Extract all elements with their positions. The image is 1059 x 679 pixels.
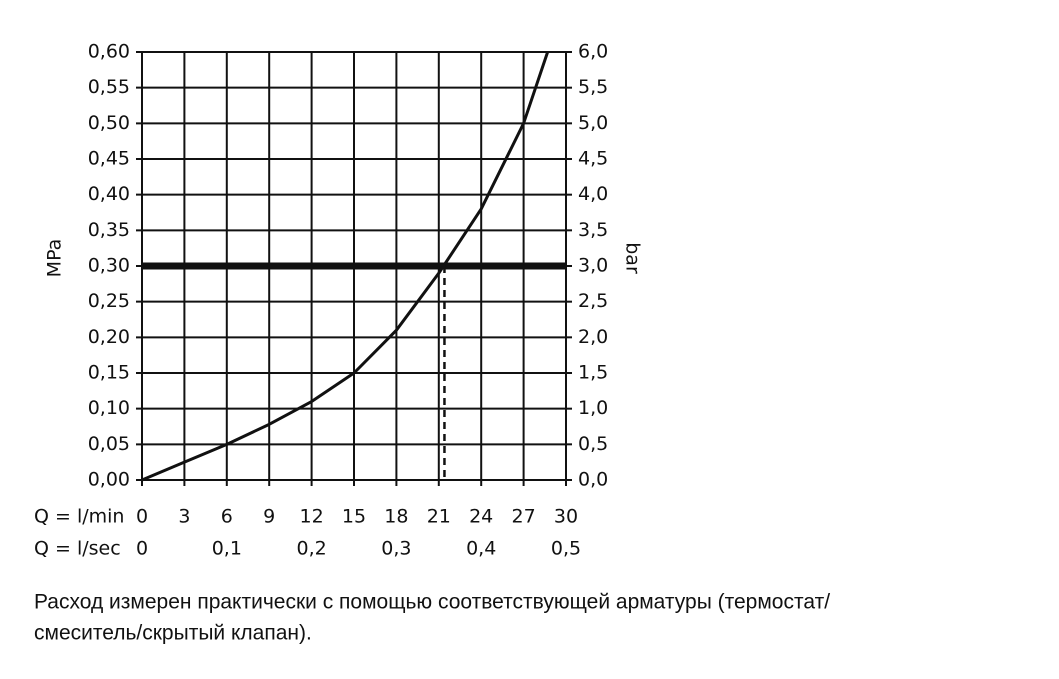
x2-tick-label: 0,1 bbox=[212, 538, 242, 560]
note-line: смеситель/скрытый клапан). bbox=[34, 622, 312, 645]
x-tick-label: 27 bbox=[512, 506, 536, 528]
x-tick-label: 18 bbox=[384, 506, 408, 528]
x2-tick-label: 0,2 bbox=[296, 538, 326, 560]
x-tick-label: 6 bbox=[221, 506, 233, 528]
y2-tick-label: 4,0 bbox=[578, 183, 608, 205]
x-axis-label: Q = l/min bbox=[34, 506, 124, 528]
y-tick-label: 0,55 bbox=[88, 76, 130, 98]
y2-tick-label: 2,5 bbox=[578, 290, 608, 312]
x-tick-label: 12 bbox=[300, 506, 324, 528]
y2-tick-label: 0,5 bbox=[578, 433, 608, 455]
y-tick-label: 0,25 bbox=[88, 290, 130, 312]
x-tick-label: 30 bbox=[554, 506, 578, 528]
y-tick-label: 0,10 bbox=[88, 397, 130, 419]
y2-tick-label: 1,5 bbox=[578, 362, 608, 384]
y2-axis-label: bar bbox=[622, 242, 644, 274]
y2-tick-label: 3,0 bbox=[578, 255, 608, 277]
x-tick-label: 0 bbox=[136, 506, 148, 528]
y-axis-label: MPa bbox=[44, 239, 66, 278]
x-tick-label: 15 bbox=[342, 506, 366, 528]
y2-tick-label: 1,0 bbox=[578, 397, 608, 419]
x2-tick-label: 0,4 bbox=[466, 538, 496, 560]
x2-tick-label: 0,3 bbox=[381, 538, 411, 560]
y-tick-label: 0,60 bbox=[88, 41, 130, 63]
y-tick-label: 0,20 bbox=[88, 326, 130, 348]
y2-tick-label: 6,0 bbox=[578, 41, 608, 63]
y2-tick-label: 0,0 bbox=[578, 469, 608, 491]
x2-axis-label: Q = l/sec bbox=[34, 538, 121, 560]
y-tick-label: 0,05 bbox=[88, 433, 130, 455]
y2-tick-label: 4,5 bbox=[578, 148, 608, 170]
y-tick-label: 0,35 bbox=[88, 219, 130, 241]
y-tick-label: 0,15 bbox=[88, 362, 130, 384]
x2-tick-label: 0 bbox=[136, 538, 148, 560]
y2-tick-label: 5,0 bbox=[578, 112, 608, 134]
y-tick-label: 0,00 bbox=[88, 469, 130, 491]
y-tick-label: 0,30 bbox=[88, 255, 130, 277]
y2-tick-label: 3,5 bbox=[578, 219, 608, 241]
y2-tick-label: 5,5 bbox=[578, 76, 608, 98]
curve bbox=[141, 51, 550, 482]
x-tick-label: 3 bbox=[178, 506, 190, 528]
y-tick-label: 0,45 bbox=[88, 148, 130, 170]
y-tick-label: 0,40 bbox=[88, 183, 130, 205]
x-tick-label: 9 bbox=[263, 506, 275, 528]
x-tick-label: 24 bbox=[469, 506, 493, 528]
y-tick-label: 0,50 bbox=[88, 112, 130, 134]
x2-tick-label: 0,5 bbox=[551, 538, 581, 560]
x-tick-label: 21 bbox=[427, 506, 451, 528]
y2-tick-label: 2,0 bbox=[578, 326, 608, 348]
note-line: Расход измерен практически с помощью соо… bbox=[34, 591, 830, 614]
